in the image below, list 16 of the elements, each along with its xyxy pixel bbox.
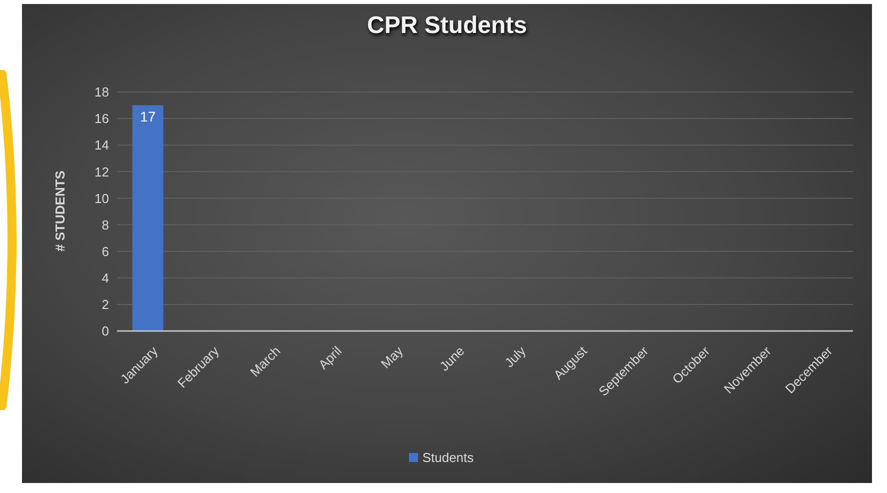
chart-title: CPR Students <box>366 12 527 39</box>
y-tick-label: 8 <box>102 217 109 232</box>
y-tick-label: 18 <box>94 84 109 100</box>
y-tick-label: 16 <box>94 111 109 126</box>
x-tick-label: May <box>378 342 406 372</box>
y-tick-label: 6 <box>102 244 109 259</box>
y-tick-label: 2 <box>102 297 109 312</box>
y-tick-label: 10 <box>94 190 109 206</box>
x-tick-label: July <box>502 342 529 370</box>
legend-label: Students <box>422 450 474 465</box>
y-tick-label: 4 <box>102 270 109 286</box>
data-label: 17 <box>140 108 156 124</box>
y-axis-title: # STUDENTS <box>52 170 68 252</box>
y-tick-label: 12 <box>94 164 109 180</box>
y-tick-label: 0 <box>102 324 109 339</box>
y-tick-label: 14 <box>94 138 109 153</box>
